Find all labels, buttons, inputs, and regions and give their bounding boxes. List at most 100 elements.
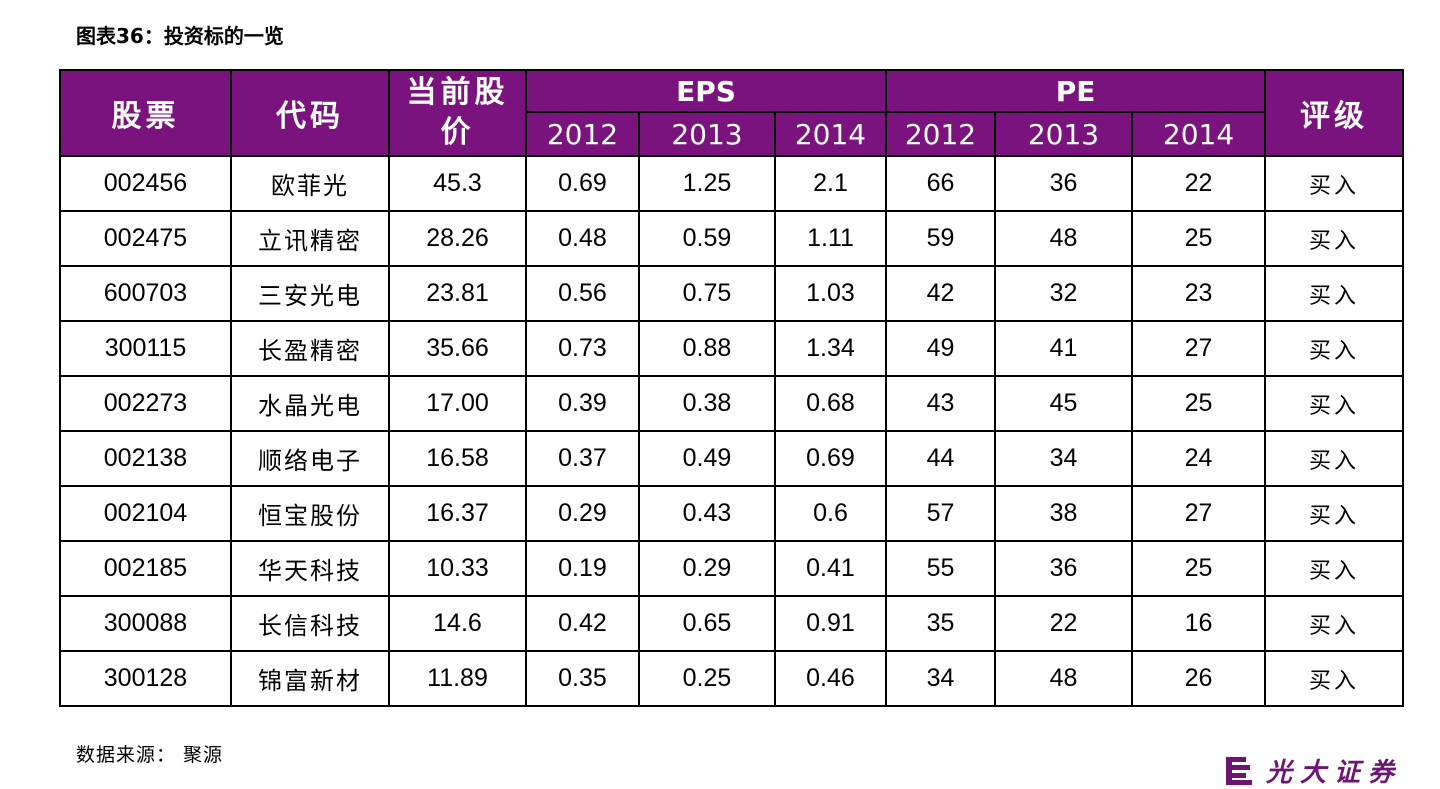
cell-rating: 买入 <box>1264 320 1405 377</box>
broker-logo: 光大证券 <box>1226 752 1402 789</box>
cell-code: 300128 <box>59 650 232 707</box>
broker-logo-icon <box>1226 756 1252 785</box>
cell-eps: 0.69 <box>525 155 640 212</box>
cell-pe: 59 <box>885 210 996 267</box>
cell-eps: 1.34 <box>774 320 887 377</box>
header-rating: 评级 <box>1264 69 1405 157</box>
cell-pe: 57 <box>885 485 996 542</box>
cell-eps: 0.35 <box>525 650 640 707</box>
cell-eps: 0.29 <box>638 540 776 597</box>
header-eps-year: 2012 <box>525 111 640 157</box>
cell-code: 002104 <box>59 485 232 542</box>
cell-pe: 55 <box>885 540 996 597</box>
cell-eps: 1.25 <box>638 155 776 212</box>
cell-eps: 0.73 <box>525 320 640 377</box>
cell-eps: 0.6 <box>774 485 887 542</box>
cell-price: 28.26 <box>388 210 527 267</box>
cell-pe: 25 <box>1130 540 1267 597</box>
cell-pe: 48 <box>994 650 1133 707</box>
cell-eps: 0.46 <box>774 650 887 707</box>
cell-price: 16.37 <box>388 485 527 542</box>
cell-eps: 0.75 <box>638 265 776 322</box>
cell-pe: 23 <box>1130 265 1267 322</box>
header-code: 代码 <box>230 69 390 157</box>
cell-rating: 买入 <box>1264 155 1405 212</box>
cell-eps: 0.48 <box>525 210 640 267</box>
cell-eps: 0.65 <box>638 595 776 652</box>
header-price: 当前股价 <box>388 69 527 157</box>
cell-eps: 0.43 <box>638 485 776 542</box>
header-eps: EPS <box>525 69 887 113</box>
cell-rating: 买入 <box>1264 210 1405 267</box>
broker-logo-text: 光大证券 <box>1266 758 1403 788</box>
cell-code: 002475 <box>59 210 232 267</box>
cell-name: 立讯精密 <box>230 210 390 267</box>
cell-eps: 0.39 <box>525 375 640 432</box>
header-eps-year: 2013 <box>638 111 776 157</box>
cell-pe: 32 <box>994 265 1133 322</box>
header-pe: PE <box>884 69 1267 113</box>
cell-eps: 0.41 <box>774 540 887 597</box>
table-row: 002138 顺络电子 16.58 0.37 0.49 0.69 44 34 24 买入 <box>59 430 1405 487</box>
cell-eps: 0.37 <box>525 430 640 487</box>
table-row: 002475 立讯精密 28.26 0.48 0.59 1.11 59 48 25 买入 <box>59 210 1405 267</box>
cell-pe: 66 <box>885 155 996 212</box>
cell-code: 600703 <box>59 265 232 322</box>
cell-pe: 44 <box>885 430 996 487</box>
cell-price: 23.81 <box>388 265 527 322</box>
cell-name: 长盈精密 <box>230 320 390 377</box>
cell-name: 长信科技 <box>230 595 390 652</box>
cell-rating: 买入 <box>1264 650 1405 707</box>
cell-pe: 42 <box>885 265 996 322</box>
cell-name: 三安光电 <box>230 265 390 322</box>
table-row: 600703 三安光电 23.81 0.56 0.75 1.03 42 32 23 买入 <box>59 265 1405 322</box>
cell-pe: 27 <box>1130 320 1267 377</box>
cell-name: 华天科技 <box>230 540 390 597</box>
table-row: 002456 欧菲光 45.3 0.69 1.25 2.1 66 36 22 买入 <box>59 155 1405 212</box>
cell-eps: 0.42 <box>525 595 640 652</box>
cell-eps: 1.03 <box>774 265 887 322</box>
cell-name: 锦富新材 <box>230 650 390 707</box>
table-row: 002273 水晶光电 17.00 0.39 0.38 0.68 43 45 25 买入 <box>59 375 1405 432</box>
cell-rating: 买入 <box>1264 375 1405 432</box>
table-row: 300088 长信科技 14.6 0.42 0.65 0.91 35 22 16 买入 <box>59 595 1405 652</box>
cell-name: 顺络电子 <box>230 430 390 487</box>
cell-eps: 0.49 <box>638 430 776 487</box>
cell-rating: 买入 <box>1264 485 1405 542</box>
table-body: 002456 欧菲光 45.3 0.69 1.25 2.1 66 36 22 买入 002475 立讯… <box>59 155 1405 707</box>
cell-code: 300115 <box>59 320 232 377</box>
cell-name: 欧菲光 <box>230 155 390 212</box>
cell-pe: 43 <box>885 375 996 432</box>
cell-pe: 41 <box>994 320 1133 377</box>
header-eps-year: 2014 <box>774 111 887 157</box>
cell-eps: 0.29 <box>525 485 640 542</box>
header-pe-year: 2014 <box>1130 111 1267 157</box>
cell-pe: 49 <box>885 320 996 377</box>
cell-pe: 22 <box>1130 155 1267 212</box>
cell-name: 水晶光电 <box>230 375 390 432</box>
cell-rating: 买入 <box>1264 265 1405 322</box>
cell-name: 恒宝股份 <box>230 485 390 542</box>
cell-pe: 25 <box>1130 210 1267 267</box>
cell-pe: 27 <box>1130 485 1267 542</box>
cell-pe: 45 <box>994 375 1133 432</box>
cell-price: 11.89 <box>388 650 527 707</box>
table-row: 300115 长盈精密 35.66 0.73 0.88 1.34 49 41 27 买入 <box>59 320 1405 377</box>
table-row: 002104 恒宝股份 16.37 0.29 0.43 0.6 57 38 27 买入 <box>59 485 1405 542</box>
cell-rating: 买入 <box>1264 595 1405 652</box>
cell-pe: 36 <box>994 540 1133 597</box>
cell-pe: 16 <box>1130 595 1267 652</box>
cell-eps: 0.91 <box>774 595 887 652</box>
cell-price: 35.66 <box>388 320 527 377</box>
cell-eps: 0.19 <box>525 540 640 597</box>
cell-price: 16.58 <box>388 430 527 487</box>
table-row: 002185 华天科技 10.33 0.19 0.29 0.41 55 36 25 买入 <box>59 540 1405 597</box>
header-stock: 股票 <box>59 69 232 157</box>
cell-code: 002138 <box>59 430 232 487</box>
cell-pe: 34 <box>885 650 996 707</box>
cell-pe: 36 <box>994 155 1133 212</box>
page-title: 图表36：投资标的一览 <box>76 24 284 48</box>
cell-eps: 0.68 <box>774 375 887 432</box>
cell-code: 300088 <box>59 595 232 652</box>
header-pe-year: 2013 <box>994 111 1133 157</box>
